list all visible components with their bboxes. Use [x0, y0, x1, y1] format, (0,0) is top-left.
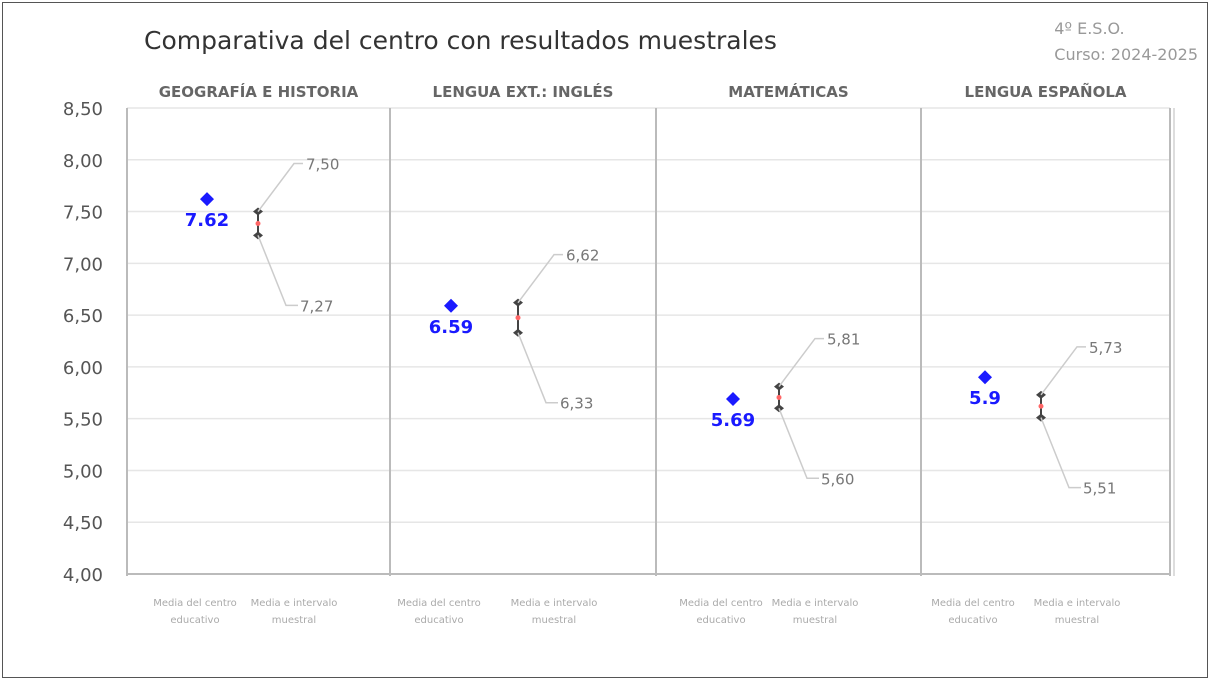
course-year: Curso: 2024-2025: [1054, 45, 1198, 64]
chart-title: Comparativa del centro con resultados mu…: [144, 26, 777, 55]
y-tick-label: 8,00: [63, 151, 103, 172]
center-mean-label: 6.59: [429, 317, 473, 338]
interval-high-label: 6,62: [566, 247, 599, 265]
interval-mean-marker: [515, 315, 521, 321]
interval-low-label: 5,51: [1083, 480, 1116, 498]
high-leader-line: [517, 253, 563, 304]
low-leader-line: [517, 332, 558, 404]
y-tick-label: 5,00: [63, 461, 103, 482]
category-label: Media del centro: [679, 598, 763, 609]
category-label: Media e intervalo: [251, 598, 338, 609]
subject-heading: GEOGRAFÍA E HISTORIA: [159, 82, 359, 101]
y-tick-label: 8,50: [63, 99, 103, 120]
interval-mean-marker: [776, 394, 782, 400]
subject-heading: LENGUA EXT.: INGLÉS: [433, 82, 614, 101]
category-label: Media e intervalo: [1034, 598, 1121, 609]
category-label: educativo: [948, 615, 997, 626]
category-label: educativo: [414, 615, 463, 626]
low-leader-line: [257, 235, 298, 307]
category-label: muestral: [1055, 615, 1099, 626]
course-level: 4º E.S.O.: [1054, 19, 1125, 38]
y-tick-label: 7,50: [63, 203, 103, 224]
interval-low-label: 5,60: [821, 470, 854, 488]
category-label: Media del centro: [153, 598, 237, 609]
high-leader-line: [778, 337, 824, 388]
interval-low-label: 7,27: [300, 297, 333, 315]
low-leader-line: [1040, 417, 1081, 489]
category-label: muestral: [532, 615, 576, 626]
subject-heading: LENGUA ESPAÑOLA: [965, 82, 1127, 101]
y-tick-label: 4,00: [63, 565, 103, 586]
center-mean-marker: [978, 370, 992, 385]
center-mean-label: 5.69: [711, 410, 755, 431]
interval-high-label: 7,50: [306, 156, 339, 174]
category-label: educativo: [170, 615, 219, 626]
subject-heading: MATEMÁTICAS: [728, 82, 848, 101]
category-label: muestral: [272, 615, 316, 626]
category-label: Media del centro: [931, 598, 1015, 609]
center-mean-marker: [200, 192, 214, 207]
high-leader-line: [257, 162, 303, 213]
high-leader-line: [1040, 346, 1086, 396]
interval-high-label: 5,73: [1089, 339, 1122, 357]
interval-high-label: 5,81: [827, 331, 860, 349]
interval-mean-marker: [255, 220, 261, 226]
y-tick-label: 6,50: [63, 306, 103, 327]
category-label: Media del centro: [397, 598, 481, 609]
y-tick-label: 5,50: [63, 410, 103, 431]
category-label: Media e intervalo: [772, 598, 859, 609]
interval-low-label: 6,33: [560, 395, 593, 413]
category-label: muestral: [793, 615, 837, 626]
y-tick-label: 7,00: [63, 254, 103, 275]
center-mean-marker: [726, 391, 740, 406]
center-mean-marker: [444, 298, 458, 313]
low-leader-line: [778, 408, 819, 480]
category-label: Media e intervalo: [511, 598, 598, 609]
center-mean-label: 7.62: [185, 210, 229, 231]
y-tick-label: 4,50: [63, 513, 103, 534]
y-tick-label: 6,00: [63, 358, 103, 379]
course-info: 4º E.S.O. Curso: 2024-2025: [1053, 16, 1198, 68]
center-mean-label: 5.9: [969, 388, 1001, 409]
interval-mean-marker: [1038, 403, 1044, 409]
category-label: educativo: [696, 615, 745, 626]
